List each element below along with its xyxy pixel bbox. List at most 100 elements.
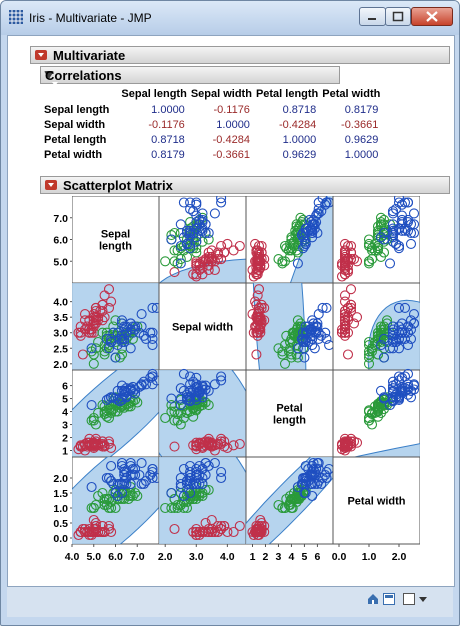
data-point-setosa (90, 438, 101, 450)
y-tick-label: 7.0 (53, 213, 68, 225)
data-point-versicolor (363, 336, 375, 348)
data-point-virginica (387, 236, 399, 247)
data-point-virginica (298, 472, 309, 484)
x-tick-label: 2.0 (158, 551, 173, 563)
density-ellipse (72, 283, 159, 370)
window-list-icon[interactable] (383, 593, 395, 605)
data-point-setosa (169, 267, 180, 278)
data-point-versicolor (90, 499, 101, 511)
layout-icon[interactable] (403, 593, 415, 605)
data-point-versicolor (273, 343, 284, 354)
data-point-virginica (136, 457, 147, 469)
data-point-setosa (336, 327, 348, 338)
matrix-cell[interactable] (245, 196, 369, 427)
matrix-cell[interactable]: Sepal width (158, 282, 247, 371)
disclosure-menu-icon[interactable] (45, 180, 57, 190)
maximize-button[interactable] (385, 7, 411, 26)
data-point-setosa (253, 249, 265, 260)
data-point-setosa (253, 305, 265, 317)
data-point-virginica (200, 457, 211, 469)
data-point-versicolor (191, 493, 202, 505)
data-point-virginica (178, 368, 189, 379)
data-point-setosa (75, 321, 86, 332)
y-tick-label: 1 (62, 446, 68, 458)
data-point-versicolor (375, 333, 387, 344)
data-point-setosa (252, 526, 263, 538)
matrix-cell[interactable]: Petal width (332, 456, 420, 545)
title-bar[interactable]: Iris - Multivariate - JMP (1, 1, 459, 35)
data-point-setosa (200, 256, 211, 267)
data-point-virginica (316, 478, 327, 490)
diagonal-variable-label: Sepal width (172, 322, 233, 334)
data-point-setosa (222, 238, 233, 249)
correlations-header[interactable]: Correlations (40, 66, 340, 86)
dropdown-arrow-icon[interactable] (417, 593, 429, 605)
data-point-virginica (127, 381, 138, 392)
x-tick-label: 4.0 (220, 551, 235, 563)
data-point-virginica (375, 385, 387, 396)
data-point-virginica (390, 336, 402, 348)
matrix-cell[interactable] (133, 417, 262, 552)
data-point-setosa (345, 302, 357, 313)
matrix-cell[interactable] (245, 196, 335, 507)
scatterplot-matrix-header[interactable]: Scatterplot Matrix (40, 176, 450, 194)
matrix-cell[interactable] (72, 332, 203, 497)
data-point-setosa (106, 296, 117, 307)
data-point-virginica (402, 381, 414, 392)
minimize-button[interactable] (359, 7, 386, 26)
data-point-virginica (405, 219, 417, 230)
matrix-cell[interactable] (72, 417, 203, 552)
data-point-virginica (191, 223, 202, 234)
data-point-setosa (169, 523, 180, 535)
matrix-cell[interactable] (332, 282, 420, 477)
data-point-versicolor (290, 230, 301, 241)
data-point-virginica (316, 330, 327, 341)
data-point-setosa (253, 284, 265, 295)
data-point-virginica (175, 400, 186, 411)
data-point-virginica (309, 343, 320, 354)
data-point-setosa (351, 256, 363, 267)
correlation-value: -0.1176 (213, 103, 250, 116)
data-point-versicolor (290, 493, 301, 505)
data-point-virginica (313, 203, 324, 215)
maximize-icon (392, 11, 404, 22)
data-point-virginica (402, 217, 414, 228)
data-point-virginica (116, 315, 128, 326)
data-point-versicolor (166, 502, 177, 514)
data-point-setosa (255, 312, 266, 323)
data-point-virginica (317, 472, 328, 484)
y-tick-label: 3.0 (53, 328, 68, 340)
close-button[interactable] (411, 7, 453, 26)
diagonal-variable-label: Sepal (101, 229, 130, 241)
collapse-triangle-icon[interactable] (44, 71, 58, 86)
y-tick-label: 3.5 (53, 312, 68, 324)
correlation-value: 0.9629 (282, 148, 317, 161)
disclosure-menu-icon[interactable] (35, 50, 47, 60)
matrix-cell[interactable] (151, 196, 417, 349)
row-label: Sepal length (44, 103, 110, 116)
data-point-setosa (216, 240, 227, 252)
data-point-virginica (147, 379, 158, 390)
data-point-setosa (84, 327, 95, 338)
data-point-setosa (339, 305, 351, 317)
minimize-icon (368, 18, 376, 20)
home-icon[interactable] (367, 593, 379, 605)
multivariate-header[interactable]: Multivariate (30, 46, 450, 64)
data-point-virginica (127, 463, 138, 475)
data-point-versicolor (185, 493, 196, 505)
cell-frame (332, 456, 420, 545)
matrix-cell[interactable] (133, 332, 262, 497)
matrix-cell[interactable] (206, 417, 371, 552)
data-point-virginica (216, 466, 227, 478)
scatterplot-matrix-title: Scatterplot Matrix (63, 178, 173, 193)
data-point-virginica (387, 232, 399, 243)
matrix-cell[interactable] (72, 267, 205, 396)
matrix-cell[interactable] (261, 368, 420, 484)
diagonal-variable-label: Petal width (347, 496, 405, 508)
data-point-setosa (216, 520, 227, 532)
data-point-setosa (336, 324, 348, 335)
matrix-cell[interactable] (332, 196, 420, 406)
